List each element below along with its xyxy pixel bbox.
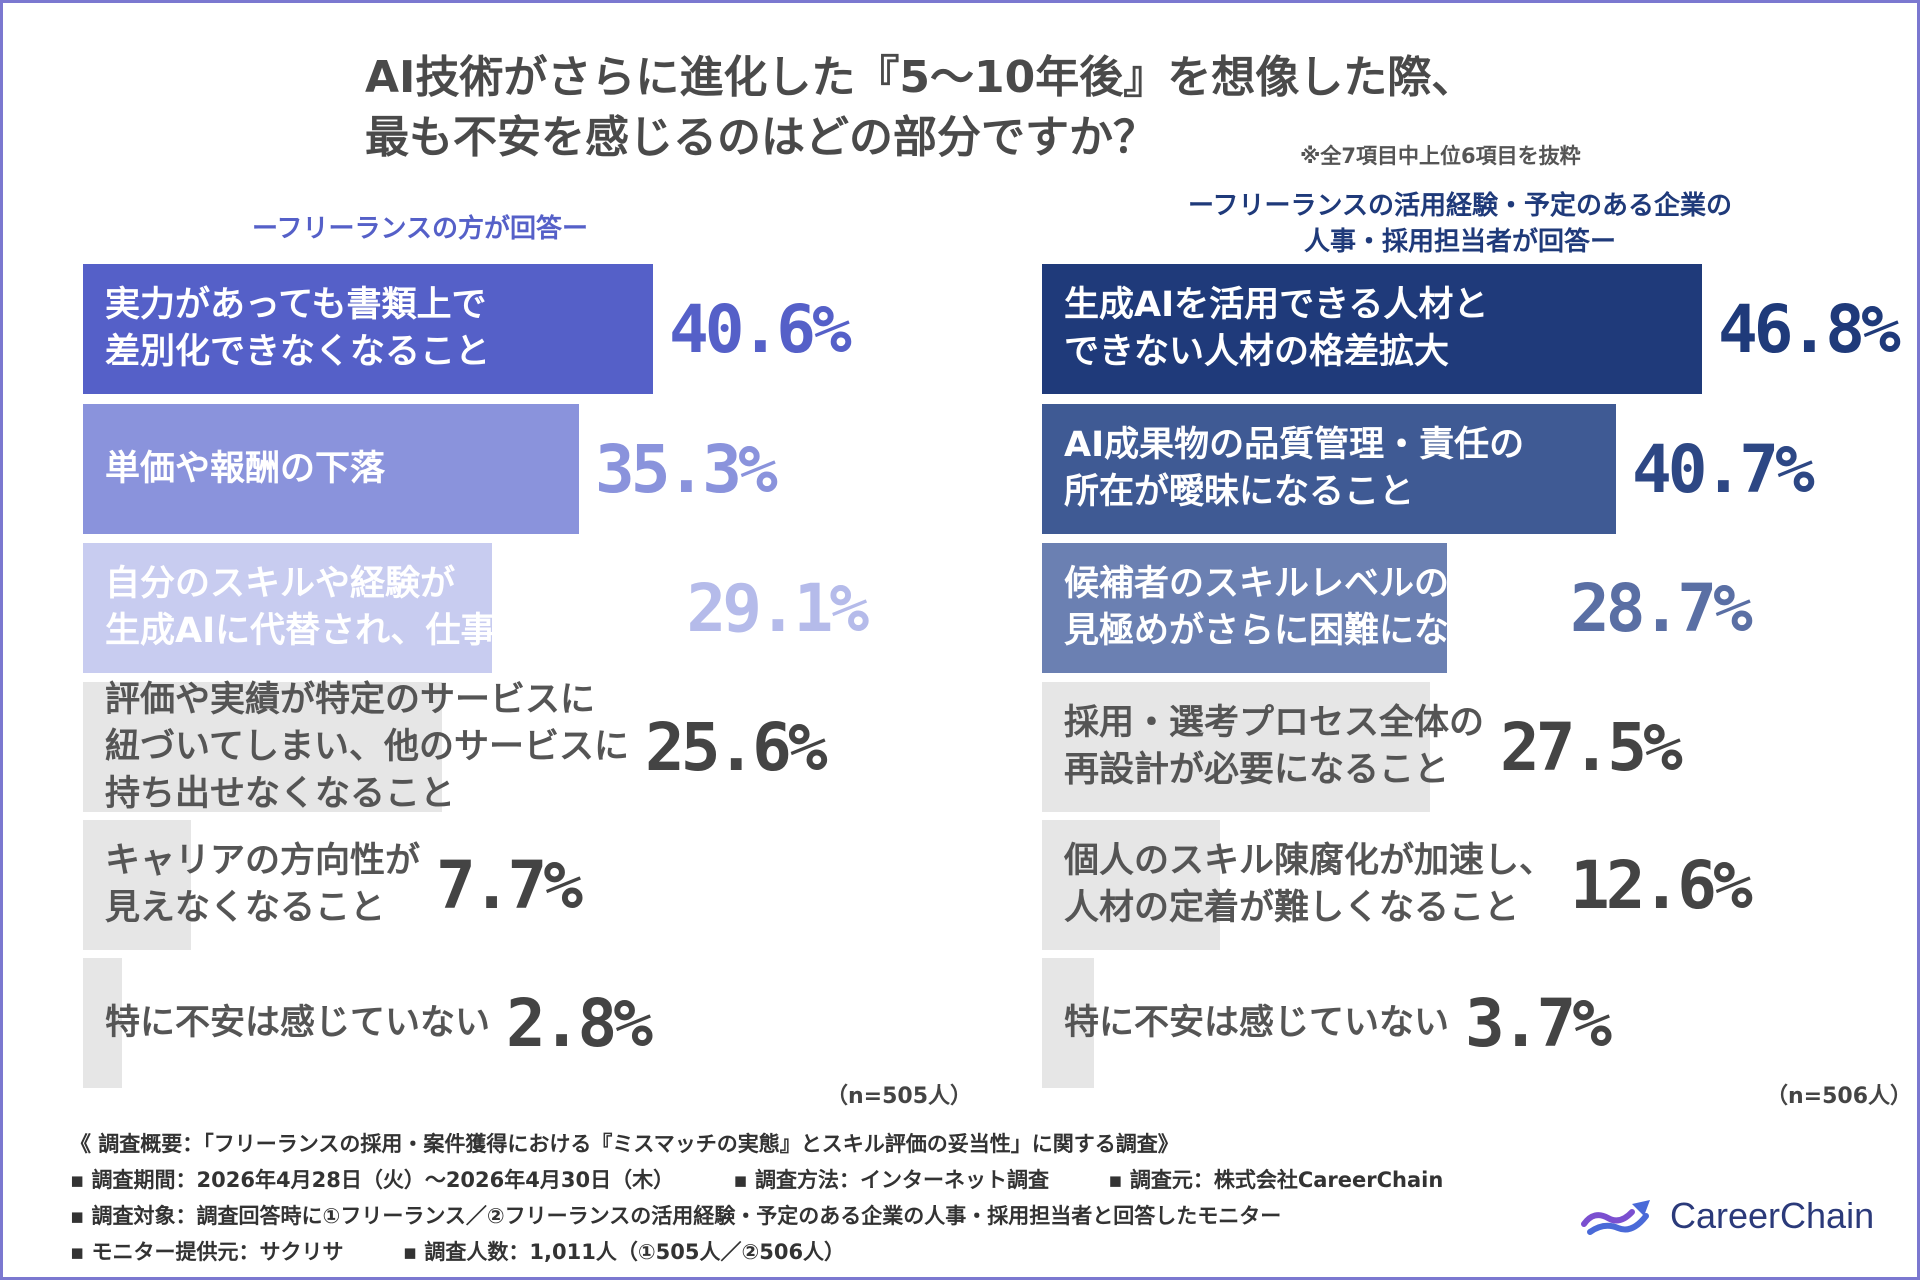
right-bar-label-line: 個人のスキル陳腐化が加速し、 [1064,841,1555,881]
right-bar [1042,820,1220,950]
right-bar-label-line: できない人材の格差拡大 [1064,332,1450,372]
right-bar-value: 27.5% [1500,708,1683,786]
left-bar-label: キャリアの方向性が 見えなくなること [105,820,420,950]
left-bar [83,264,653,394]
right-bar-value: 40.7% [1632,430,1815,508]
left-bar [83,958,122,1088]
right-bar-label-line: 生成AIを活用できる人材と [1064,285,1489,325]
logo-text: CareerChain [1670,1195,1875,1236]
left-bar-label-line: 評価や実績が特定のサービスに [105,679,596,720]
right-bar-label-line: 再設計が必要になること [1064,750,1450,790]
left-bar-label-line: 見えなくなること [105,888,386,928]
left-bar-label-line: 自分のスキルや経験が [105,564,456,604]
footer-row-1: ▪ 調査期間：2026年4月28日（火）〜2026年4月30日（木） ▪ 調査方… [70,1162,1530,1198]
left-panel-heading: ーフリーランスの方が回答ー [80,211,760,247]
left-bar-label: 自分のスキルや経験が生成AIに代替され、仕事が減ること [105,543,670,673]
footer-provider: ▪ モニター提供元：サクリサ [70,1240,344,1264]
title-note: ※全7項目中上位6項目を抜粋 [1300,144,1581,168]
left-bar-value: 25.6% [644,708,828,786]
right-bar-label-line: 候補者のスキルレベルの [1064,564,1450,604]
left-bar [83,404,579,534]
left-sample-size: （n=505人） [826,1084,973,1109]
right-bar-label: 候補者のスキルレベルの見極めがさらに困難になること [1064,543,1554,673]
careerchain-logo: CareerChain [1580,1186,1874,1246]
right-bar-label: 採用・選考プロセス全体の 再設計が必要になること [1064,682,1484,812]
left-panel-heading-line: ーフリーランスの方が回答ー [252,214,588,244]
right-bar-value: 46.8% [1718,290,1901,368]
footer-organizer: ▪ 調査元：株式会社CareerChain [1108,1168,1444,1192]
left-bar-value: 40.6% [669,290,852,368]
survey-footer: 《 調査概要：「フリーランスの採用・案件獲得における『ミスマッチの実態』とスキル… [70,1126,1530,1270]
left-bar-label: 評価や実績が特定のサービスに 紐づいてしまい、他のサービスに 持ち出せなくなること [105,680,629,814]
right-bar-label: 生成AIを活用できる人材と できない人材の格差拡大 [1064,264,1488,394]
left-bar-label: 単価や報酬の下落 [105,404,385,534]
right-bar-label-line: AI成果物の品質管理・責任の [1064,425,1525,465]
left-bar-value: 2.8% [506,984,653,1062]
left-bar-label: 特に不安は感じていない [105,958,490,1088]
left-bar-label-line: 生成AIに代替され、仕事が減ること [105,611,671,651]
footer-method: ▪ 調査方法：インターネット調査 [733,1168,1049,1192]
careerchain-logo-icon [1581,1200,1650,1235]
right-bar [1042,682,1430,812]
footer-target: ▪ 調査対象：調査回答時に①フリーランス／②フリーランスの活用経験・予定のある企… [70,1204,1282,1228]
footer-respondents: ▪ 調査人数：1,011人（①505人／②506人） [402,1240,846,1264]
right-bar-label-line: 所在が曖昧になること [1064,472,1415,512]
right-bar-label-line: 見極めがさらに困難になること [1064,611,1555,651]
left-bar-label-line: 実力があっても書類上で [105,285,487,325]
right-sample-size: （n=506人） [1766,1084,1913,1109]
left-bar-label: 実力があっても書類上で 差別化できなくなること [105,264,490,394]
footer-summary: 《 調査概要：「フリーランスの採用・案件獲得における『ミスマッチの実態』とスキル… [70,1132,1179,1156]
title-line-1: AI技術がさらに進化した『5〜10年後』を想像した際、 [365,52,1476,103]
right-panel-heading-line-1: ーフリーランスの活用経験・予定のある企業の [1188,191,1732,221]
left-bar-label-line: 持ち出せなくなること [105,773,456,814]
right-bar-value: 3.7% [1465,984,1612,1062]
right-bar-label-line: 採用・選考プロセス全体の [1064,703,1485,743]
footer-row-3: ▪ モニター提供元：サクリサ ▪ 調査人数：1,011人（①505人／②506人… [70,1234,1530,1270]
left-bar-value: 29.1% [686,569,869,647]
right-bar-label: 個人のスキル陳腐化が加速し、 人材の定着が難しくなること [1064,820,1554,950]
title-line-2: 最も不安を感じるのはどの部分ですか？ [365,112,1157,163]
left-bar-value: 7.7% [436,846,583,924]
right-bar [1042,264,1702,394]
left-bar-label-line: キャリアの方向性が [105,841,421,881]
left-bar-label-line: 単価や報酬の下落 [105,448,386,489]
right-bar [1042,404,1616,534]
right-panel-heading: ーフリーランスの活用経験・予定のある企業の 人事・採用担当者が回答ー [1040,188,1880,260]
right-bar [1042,958,1094,1088]
chart-title: AI技術がさらに進化した『5〜10年後』を想像した際、 最も不安を感じるのはどの… [365,48,1665,168]
right-bar-label-line: 特に不安は感じていない [1064,1002,1450,1043]
right-bar-value: 12.6% [1570,846,1753,924]
left-bar-label-line: 紐づいてしまい、他のサービスに [105,726,629,767]
left-bar-label-line: 特に不安は感じていない [105,1002,491,1043]
right-bar-label-line: 人材の定着が難しくなること [1064,888,1520,928]
left-bar [83,820,191,950]
left-bar [83,543,492,673]
right-panel-heading-line-2: 人事・採用担当者が回答ー [1303,227,1616,257]
right-bar-value: 28.7% [1570,569,1753,647]
left-bar-value: 35.3% [595,430,778,508]
right-bar-label: AI成果物の品質管理・責任の 所在が曖昧になること [1064,404,1524,534]
left-bar-label-line: 差別化できなくなること [105,332,491,372]
left-bar [83,682,442,812]
right-bar [1042,543,1447,673]
right-bar-label: 特に不安は感じていない [1064,958,1449,1088]
footer-period: ▪ 調査期間：2026年4月28日（火）〜2026年4月30日（木） [70,1168,675,1192]
